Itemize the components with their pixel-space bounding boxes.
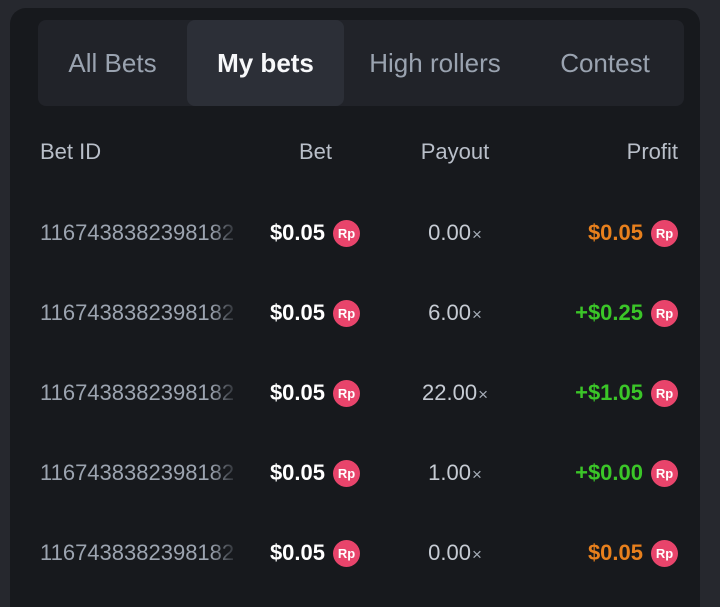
multiplier-x-symbol: × [471, 465, 482, 484]
payout-multiplier: 6.00 [428, 300, 471, 325]
bet-amount: $0.05 [269, 220, 325, 245]
header-payout: Payout [420, 139, 490, 164]
rupiah-coin-icon: Rp [651, 379, 678, 407]
rupiah-coin-icon: Rp [333, 299, 360, 327]
profit-amount: $0.05 [587, 540, 643, 565]
payout-cell: 0.00× [360, 220, 550, 246]
multiplier-x-symbol: × [471, 545, 482, 564]
payout-cell: 1.00× [360, 460, 550, 486]
profit-cell: $0.05 Rp [550, 219, 678, 247]
profit-amount: +$0.00 [575, 460, 643, 485]
bet-id-cell: 1167438382398182 [40, 380, 240, 406]
bet-id-cell: 1167438382398182 [40, 300, 240, 326]
bet-cell: $0.05 Rp [240, 299, 360, 327]
multiplier-x-symbol: × [471, 225, 482, 244]
rupiah-coin-icon: Rp [333, 219, 360, 247]
bet-cell: $0.05 Rp [240, 219, 360, 247]
header-profit: Profit [626, 139, 678, 164]
rupiah-coin-icon: Rp [333, 539, 360, 567]
bets-tab-bar: All Bets My bets High rollers Contest [38, 20, 684, 106]
table-row[interactable]: 1167438382398182 $0.05 Rp 22.00× +$1.05 … [40, 353, 678, 433]
header-bet-id: Bet ID [40, 139, 102, 164]
rupiah-coin-icon: Rp [651, 459, 678, 487]
bet-amount: $0.05 [269, 380, 325, 405]
profit-cell: +$1.05 Rp [550, 379, 678, 407]
rupiah-coin-icon: Rp [651, 539, 678, 567]
multiplier-x-symbol: × [478, 385, 488, 404]
profit-cell: +$0.25 Rp [550, 299, 678, 327]
profit-amount: +$0.25 [575, 300, 643, 325]
profit-amount: +$1.05 [575, 380, 643, 405]
bet-amount: $0.05 [269, 540, 325, 565]
payout-multiplier: 0.00 [428, 220, 471, 245]
multiplier-x-symbol: × [471, 305, 482, 324]
profit-cell: $0.05 Rp [550, 539, 678, 567]
tab-all-bets[interactable]: All Bets [68, 47, 157, 78]
rupiah-coin-icon: Rp [333, 459, 360, 487]
table-row[interactable]: 1167438382398182 $0.05 Rp 6.00× +$0.25 R… [40, 273, 678, 353]
table-row[interactable]: 1167438382398182 $0.05 Rp 1.00× +$0.00 R… [40, 433, 678, 513]
bets-panel: All Bets My bets High rollers Contest Be… [10, 8, 700, 607]
profit-cell: +$0.00 Rp [550, 459, 678, 487]
payout-multiplier: 0.00 [428, 540, 471, 565]
table-body: 1167438382398182 $0.05 Rp 0.00× $0.05 Rp… [40, 193, 678, 593]
payout-multiplier: 1.00 [428, 460, 471, 485]
table-row[interactable]: 1167438382398182 $0.05 Rp 0.00× $0.05 Rp [40, 193, 678, 273]
table-header: Bet ID Bet Payout Profit [40, 132, 678, 172]
payout-cell: 6.00× [360, 300, 550, 326]
bet-amount: $0.05 [269, 460, 325, 485]
rupiah-coin-icon: Rp [333, 379, 360, 407]
bet-cell: $0.05 Rp [240, 539, 360, 567]
table-row[interactable]: 1167438382398182 $0.05 Rp 0.00× $0.05 Rp [40, 513, 678, 593]
payout-cell: 0.00× [360, 540, 550, 566]
bet-id-cell: 1167438382398182 [40, 460, 240, 486]
tab-high-rollers[interactable]: High rollers [369, 47, 501, 78]
bet-id-cell: 1167438382398182 [40, 540, 240, 566]
bet-amount: $0.05 [269, 300, 325, 325]
profit-amount: $0.05 [587, 220, 643, 245]
payout-multiplier: 22.00 [422, 380, 478, 405]
rupiah-coin-icon: Rp [651, 299, 678, 327]
payout-cell: 22.00× [360, 380, 550, 406]
tab-contest[interactable]: Contest [560, 47, 650, 78]
bet-id-cell: 1167438382398182 [40, 220, 240, 246]
header-bet: Bet [298, 139, 332, 164]
bet-cell: $0.05 Rp [240, 459, 360, 487]
tab-my-bets[interactable]: My bets [187, 20, 344, 106]
bet-cell: $0.05 Rp [240, 379, 360, 407]
rupiah-coin-icon: Rp [651, 219, 678, 247]
